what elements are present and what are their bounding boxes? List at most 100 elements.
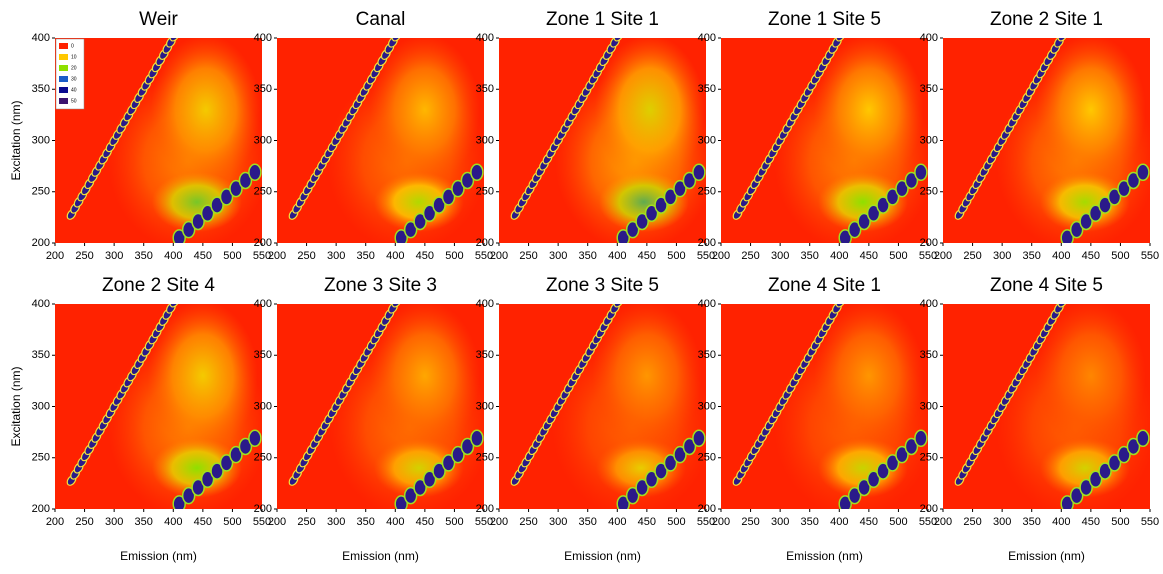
x-tick-label: 350 xyxy=(801,250,819,262)
y-tick-label: 200 xyxy=(476,237,494,249)
scatter-band xyxy=(838,495,852,509)
fluorescence-peak xyxy=(813,38,924,185)
fluorescence-peak xyxy=(1035,304,1146,451)
y-tick-label: 250 xyxy=(254,186,272,198)
scatter-band xyxy=(413,478,427,497)
y-tick-label: 200 xyxy=(920,237,938,249)
scatter-band xyxy=(866,204,881,223)
scatter-band xyxy=(229,179,243,198)
x-axis-label: Emission (nm) xyxy=(120,549,197,563)
y-tick-label: 400 xyxy=(254,298,272,310)
x-tick-label: 450 xyxy=(638,516,656,528)
scatter-band xyxy=(238,171,253,190)
x-tick-label: 450 xyxy=(194,516,212,528)
scatter-band xyxy=(191,212,205,231)
scatter-band xyxy=(616,229,630,243)
y-tick-label: 200 xyxy=(920,503,938,515)
scatter-band xyxy=(914,163,928,182)
x-tick-label: 500 xyxy=(223,516,241,528)
scatter-band xyxy=(413,212,427,231)
scatter-band xyxy=(470,163,484,182)
x-tick-label: 200 xyxy=(934,516,952,528)
x-tick-label: 200 xyxy=(46,516,64,528)
scatter-band xyxy=(394,229,408,243)
x-tick-label: 450 xyxy=(416,250,434,262)
x-tick-label: 450 xyxy=(194,250,212,262)
panel: 200 250 300 350 400 450 500 550200250300350400W… xyxy=(9,9,271,262)
scatter-band xyxy=(1060,229,1074,243)
x-tick-label: 200 xyxy=(490,516,508,528)
scatter-band xyxy=(682,171,697,190)
panel-title: Weir xyxy=(139,9,178,30)
fluorescence-peak xyxy=(151,438,242,498)
x-tick-label: 250 xyxy=(519,516,537,528)
scatter-band xyxy=(673,179,687,198)
legend-label: 10 xyxy=(71,54,77,60)
legend-swatch xyxy=(59,98,68,104)
x-tick-label: 500 xyxy=(1111,516,1129,528)
x-tick-label: 400 xyxy=(608,516,626,528)
scatter-band xyxy=(682,437,697,456)
x-tick-label: 500 xyxy=(889,250,907,262)
scatter-band xyxy=(181,486,196,505)
scatter-band xyxy=(885,454,900,472)
y-tick-label: 200 xyxy=(698,237,716,249)
scatter-band xyxy=(866,470,881,489)
legend-swatch xyxy=(59,54,68,60)
scatter-band xyxy=(1117,445,1131,464)
y-tick-label: 200 xyxy=(698,503,716,515)
plot-area xyxy=(277,304,484,509)
y-tick-label: 400 xyxy=(32,298,50,310)
plot-area xyxy=(55,304,262,509)
scatter-band xyxy=(847,486,862,505)
y-tick-label: 350 xyxy=(698,83,716,95)
scatter-band xyxy=(1088,204,1103,223)
scatter-band xyxy=(460,171,475,190)
plot-area xyxy=(499,38,706,243)
x-tick-label: 400 xyxy=(386,516,404,528)
panel: 200 250 300 350 400 450 500 550200250300350400Z… xyxy=(254,275,494,563)
x-tick-label: 500 xyxy=(667,516,685,528)
x-tick-label: 250 xyxy=(297,250,315,262)
plot-area xyxy=(943,304,1150,509)
x-tick-label: 300 xyxy=(993,516,1011,528)
x-tick-label: 250 xyxy=(75,516,93,528)
y-tick-label: 350 xyxy=(254,349,272,361)
x-tick-label: 500 xyxy=(445,250,463,262)
scatter-band xyxy=(644,204,659,223)
scatter-band xyxy=(210,196,224,214)
scatter-band xyxy=(451,179,465,198)
x-tick-label: 200 xyxy=(712,250,730,262)
x-tick-label: 550 xyxy=(253,516,271,528)
x-tick-label: 350 xyxy=(135,516,153,528)
scatter-band xyxy=(200,470,215,489)
panel: 200 250 300 350 400 450 500 550200250300350400Z… xyxy=(9,275,271,563)
y-tick-label: 200 xyxy=(476,503,494,515)
legend-label: 50 xyxy=(71,98,77,104)
legend-swatch xyxy=(59,43,68,49)
panel-title: Zone 2 Site 1 xyxy=(990,9,1103,30)
scatter-band xyxy=(625,486,640,505)
scatter-band xyxy=(191,478,205,497)
fluorescence-peak xyxy=(1039,438,1130,498)
y-axis-label: Excitation (nm) xyxy=(9,100,23,180)
x-tick-label: 350 xyxy=(357,516,375,528)
y-tick-label: 350 xyxy=(32,83,50,95)
scatter-band xyxy=(663,454,678,472)
x-tick-label: 550 xyxy=(697,516,715,528)
y-axis-label: Excitation (nm) xyxy=(9,366,23,446)
x-tick-label: 350 xyxy=(357,250,375,262)
x-tick-label: 300 xyxy=(549,250,567,262)
y-tick-label: 300 xyxy=(920,400,938,412)
x-tick-label: 400 xyxy=(608,250,626,262)
y-tick-label: 350 xyxy=(32,349,50,361)
y-tick-label: 400 xyxy=(920,298,938,310)
x-tick-label: 350 xyxy=(1023,516,1041,528)
scatter-band xyxy=(460,437,475,456)
x-tick-label: 250 xyxy=(75,250,93,262)
scatter-band xyxy=(847,220,862,239)
y-tick-label: 400 xyxy=(698,298,716,310)
y-tick-label: 350 xyxy=(920,349,938,361)
x-tick-label: 200 xyxy=(268,516,286,528)
scatter-band xyxy=(1057,38,1068,42)
